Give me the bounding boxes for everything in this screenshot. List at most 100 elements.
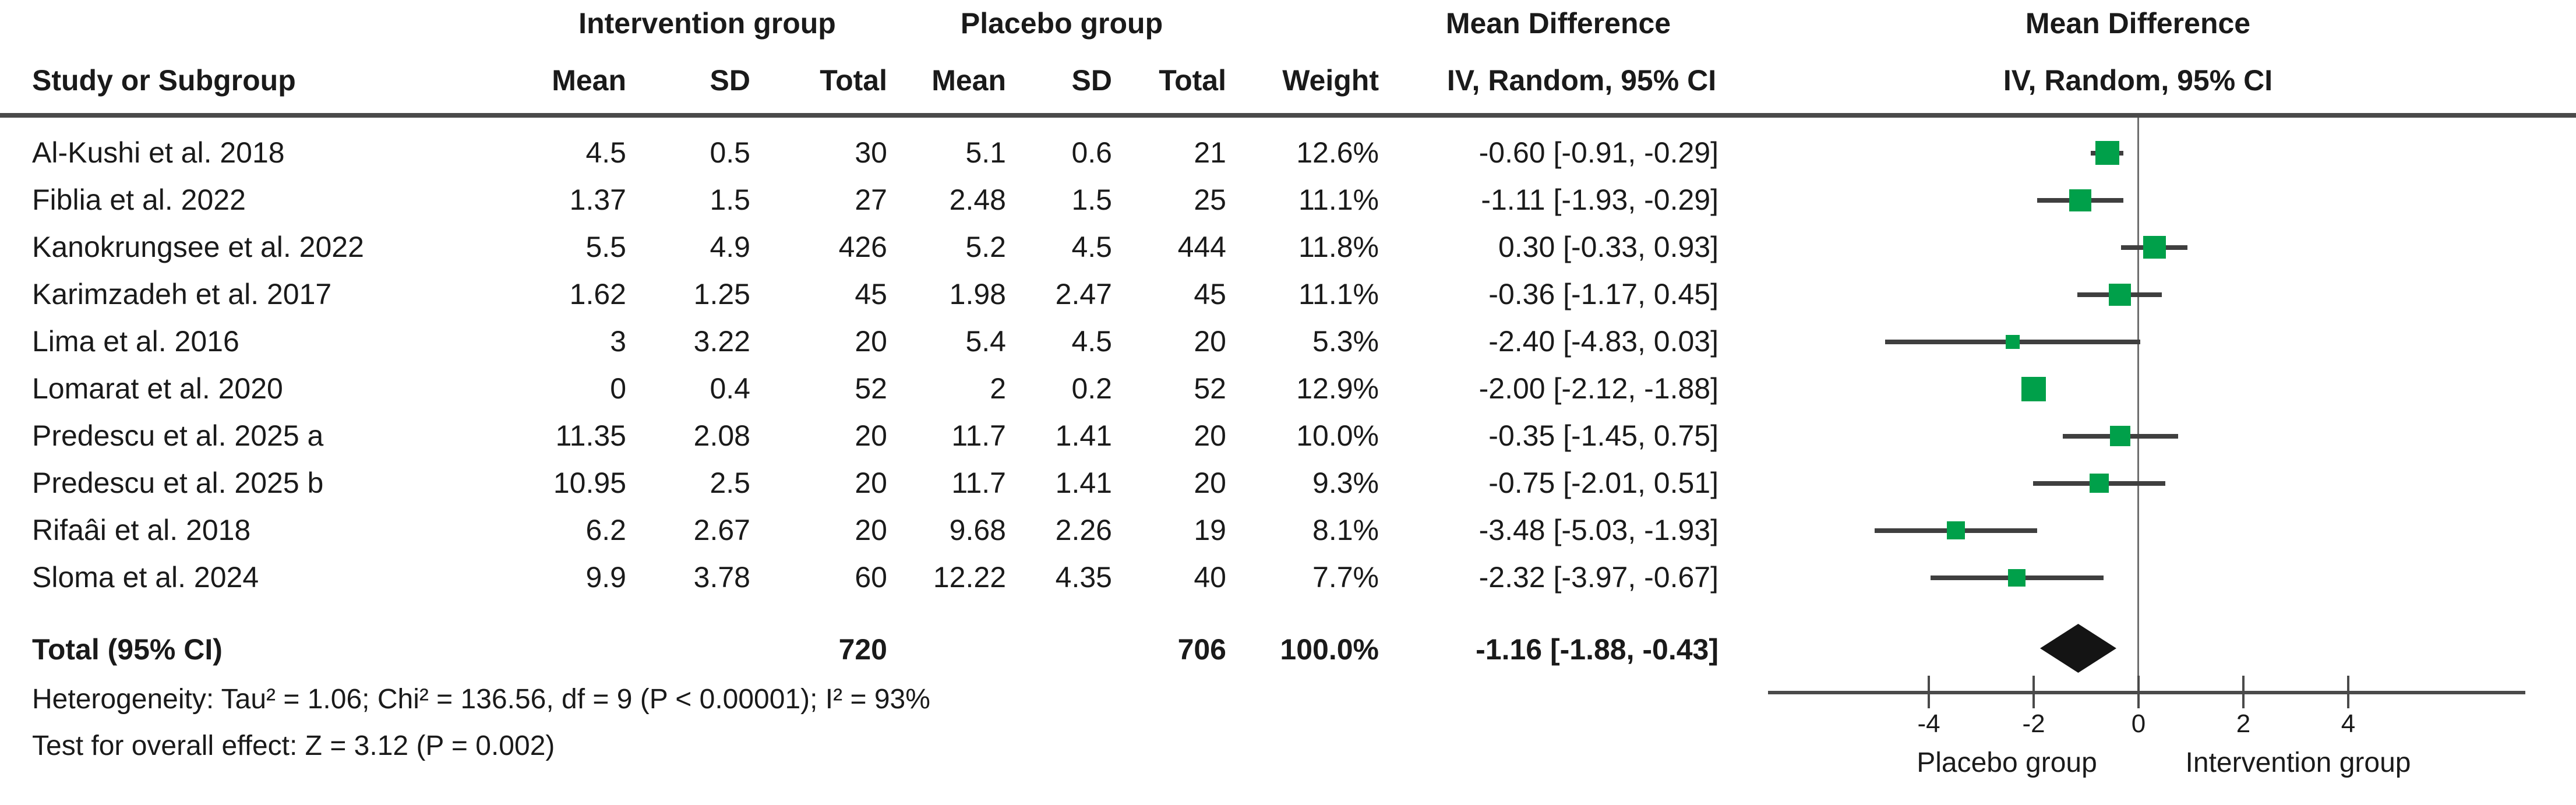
header-placebo-sd: SD	[1071, 64, 1112, 97]
cell-ci: -3.48 [-5.03, -1.93]	[1478, 514, 1718, 546]
cell-p_sd: 4.35	[1055, 561, 1112, 594]
header-intervention-sd: SD	[710, 64, 750, 97]
cell-i_mean: 11.35	[555, 419, 626, 452]
cell-i_mean: 10.95	[553, 467, 626, 499]
cell-i_sd: 0.4	[710, 372, 750, 405]
x-axis-line	[1768, 691, 2525, 694]
cell-p_mean: 11.7	[951, 419, 1006, 452]
axis-tick-label: 2	[2236, 709, 2251, 738]
axis-label-intervention-group: Intervention group	[2185, 747, 2411, 778]
header-intervention-total: Total	[820, 64, 887, 97]
total-intervention-n: 720	[838, 633, 887, 666]
cell-i_total: 426	[838, 231, 887, 263]
header-mean-difference-left: Mean Difference	[1445, 7, 1671, 40]
cell-i_total: 27	[855, 183, 887, 216]
pooled-effect-diamond	[2040, 624, 2116, 673]
cell-ci: -1.11 [-1.93, -0.29]	[1481, 183, 1718, 216]
study-effect-marker	[2095, 141, 2119, 165]
header-divider-line	[0, 113, 2576, 118]
study-effect-marker	[2006, 335, 2020, 349]
cell-p_total: 444	[1177, 231, 1226, 263]
cell-ci: -0.35 [-1.45, 0.75]	[1488, 419, 1718, 452]
cell-p_total: 19	[1194, 514, 1226, 546]
study-effect-marker	[2021, 377, 2046, 401]
study-effect-marker	[2008, 569, 2025, 587]
cell-study: Lomarat et al. 2020	[32, 372, 283, 405]
header-study-or-subgroup: Study or Subgroup	[32, 64, 296, 97]
cell-weight: 10.0%	[1296, 419, 1379, 452]
axis-label-placebo-group: Placebo group	[1917, 747, 2097, 778]
axis-tick-label: 0	[2131, 709, 2146, 738]
cell-p_mean: 5.1	[965, 136, 1006, 169]
table-row: Al-Kushi et al. 2018 4.5 0.5 30 5.1 0.6 21 12.6…	[0, 129, 1771, 176]
cell-p_total: 25	[1194, 183, 1226, 216]
cell-p_mean: 9.68	[949, 514, 1006, 546]
cell-p_total: 45	[1194, 278, 1226, 310]
cell-p_sd: 4.5	[1071, 325, 1112, 358]
cell-i_mean: 4.5	[585, 136, 626, 169]
cell-p_mean: 12.22	[933, 561, 1006, 594]
axis-tick	[2242, 676, 2245, 708]
cell-study: Al-Kushi et al. 2018	[32, 136, 285, 169]
cell-i_sd: 1.5	[710, 183, 750, 216]
axis-tick	[2347, 676, 2349, 708]
cell-i_sd: 3.22	[693, 325, 750, 358]
table-row: Fiblia et al. 2022 1.37 1.5 27 2.48 1.5 25 11.1…	[0, 176, 1771, 224]
cell-ci: -0.60 [-0.91, -0.29]	[1478, 136, 1718, 169]
cell-i_sd: 3.78	[693, 561, 750, 594]
cell-p_sd: 1.5	[1071, 183, 1112, 216]
cell-p_sd: 1.41	[1055, 467, 1112, 499]
cell-i_total: 30	[855, 136, 887, 169]
cell-p_sd: 2.26	[1055, 514, 1112, 546]
cell-i_total: 52	[855, 372, 887, 405]
cell-study: Karimzadeh et al. 2017	[32, 278, 332, 310]
cell-study: Sloma et al. 2024	[32, 561, 259, 594]
axis-tick	[1928, 676, 1930, 708]
cell-i_total: 45	[855, 278, 887, 310]
table-row: Lima et al. 2016 3 3.22 20 5.4 4.5 20 5.3% -2.40…	[0, 318, 1771, 365]
header-placebo-group: Placebo group	[960, 7, 1163, 40]
cell-i_sd: 2.67	[693, 514, 750, 546]
cell-p_total: 21	[1194, 136, 1226, 169]
heterogeneity-note: Heterogeneity: Tau² = 1.06; Chi² = 136.5…	[32, 684, 930, 715]
study-effect-marker	[2069, 189, 2091, 211]
cell-weight: 8.1%	[1312, 514, 1379, 546]
header-iv-random-left: IV, Random, 95% CI	[1446, 64, 1717, 97]
cell-p_total: 20	[1194, 419, 1226, 452]
cell-weight: 5.3%	[1312, 325, 1379, 358]
cell-i_mean: 6.2	[585, 514, 626, 546]
cell-i_mean: 0	[610, 372, 626, 405]
cell-p_total: 40	[1194, 561, 1226, 594]
header-intervention-group: Intervention group	[578, 7, 836, 40]
axis-tick-label: 4	[2341, 709, 2356, 738]
cell-weight: 9.3%	[1312, 467, 1379, 499]
study-effect-marker	[2109, 284, 2131, 306]
table-row: Sloma et al. 2024 9.9 3.78 60 12.22 4.35 40 7.7…	[0, 554, 1771, 601]
cell-weight: 11.8%	[1298, 231, 1379, 263]
cell-study: Predescu et al. 2025 b	[32, 467, 324, 499]
total-weight: 100.0%	[1280, 633, 1379, 666]
cell-i_sd: 1.25	[693, 278, 750, 310]
axis-tick-label: -4	[1917, 709, 1940, 738]
cell-i_sd: 2.08	[693, 419, 750, 452]
overall-effect-note: Test for overall effect: Z = 3.12 (P = 0…	[32, 730, 555, 761]
cell-p_mean: 1.98	[949, 278, 1006, 310]
zero-reference-line	[2137, 118, 2139, 694]
cell-study: Rifaâi et al. 2018	[32, 514, 251, 546]
study-effect-marker	[2090, 474, 2109, 493]
cell-p_mean: 2	[990, 372, 1006, 405]
header-placebo-mean: Mean	[931, 64, 1006, 97]
cell-p_sd: 1.41	[1055, 419, 1112, 452]
axis-tick-label: -2	[2022, 709, 2045, 738]
cell-weight: 11.1%	[1298, 278, 1379, 310]
total-ci-text: -1.16 [-1.88, -0.43]	[1476, 633, 1718, 666]
cell-i_mean: 1.62	[569, 278, 626, 310]
cell-ci: 0.30 [-0.33, 0.93]	[1498, 231, 1718, 263]
cell-i_total: 20	[855, 514, 887, 546]
table-row: Predescu et al. 2025 a 11.35 2.08 20 11.7 1.4…	[0, 412, 1771, 460]
cell-p_sd: 0.6	[1071, 136, 1112, 169]
cell-i_total: 20	[855, 467, 887, 499]
cell-i_sd: 0.5	[710, 136, 750, 169]
cell-ci: -0.75 [-2.01, 0.51]	[1488, 467, 1718, 499]
